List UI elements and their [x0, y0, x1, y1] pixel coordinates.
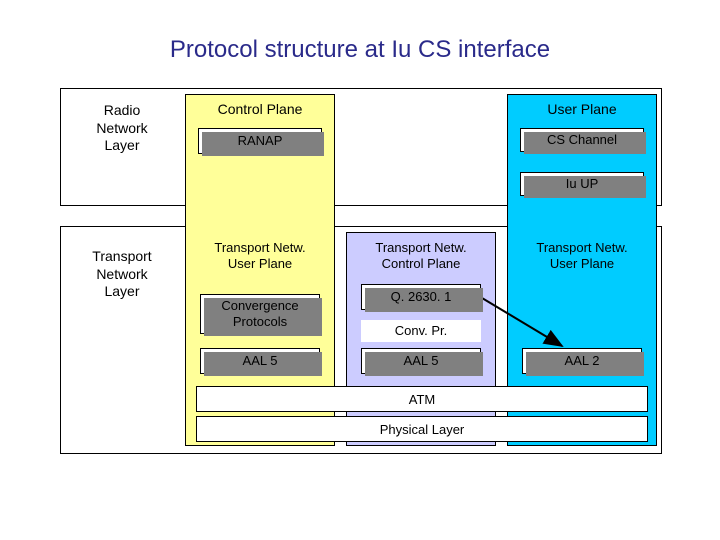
page-title: Protocol structure at Iu CS interface [0, 36, 720, 64]
cs-channel-box: CS Channel [520, 128, 644, 152]
atm-box: ATM [196, 386, 648, 412]
tn-control-plane-label: Transport Netw.Control Plane [356, 240, 486, 273]
radio-layer-label: RadioNetworkLayer [72, 102, 172, 155]
tn-user-plane-left-label: Transport Netw.User Plane [195, 240, 325, 273]
iu-up-box: Iu UP [520, 172, 644, 196]
tn-user-plane-right-label: Transport Netw.User Plane [517, 240, 647, 273]
q2630-box: Q. 2630. 1 [361, 284, 481, 310]
conv-pr-box: Conv. Pr. [361, 320, 481, 342]
transport-layer-label: TransportNetworkLayer [72, 248, 172, 301]
ranap-box: RANAP [198, 128, 322, 154]
control-plane-header: Control Plane [186, 101, 334, 117]
aal2-box: AAL 2 [522, 348, 642, 374]
aal5-left-box: AAL 5 [200, 348, 320, 374]
user-plane-header: User Plane [508, 101, 656, 117]
convergence-box: ConvergenceProtocols [200, 294, 320, 334]
aal5-middle-box: AAL 5 [361, 348, 481, 374]
physical-layer-box: Physical Layer [196, 416, 648, 442]
